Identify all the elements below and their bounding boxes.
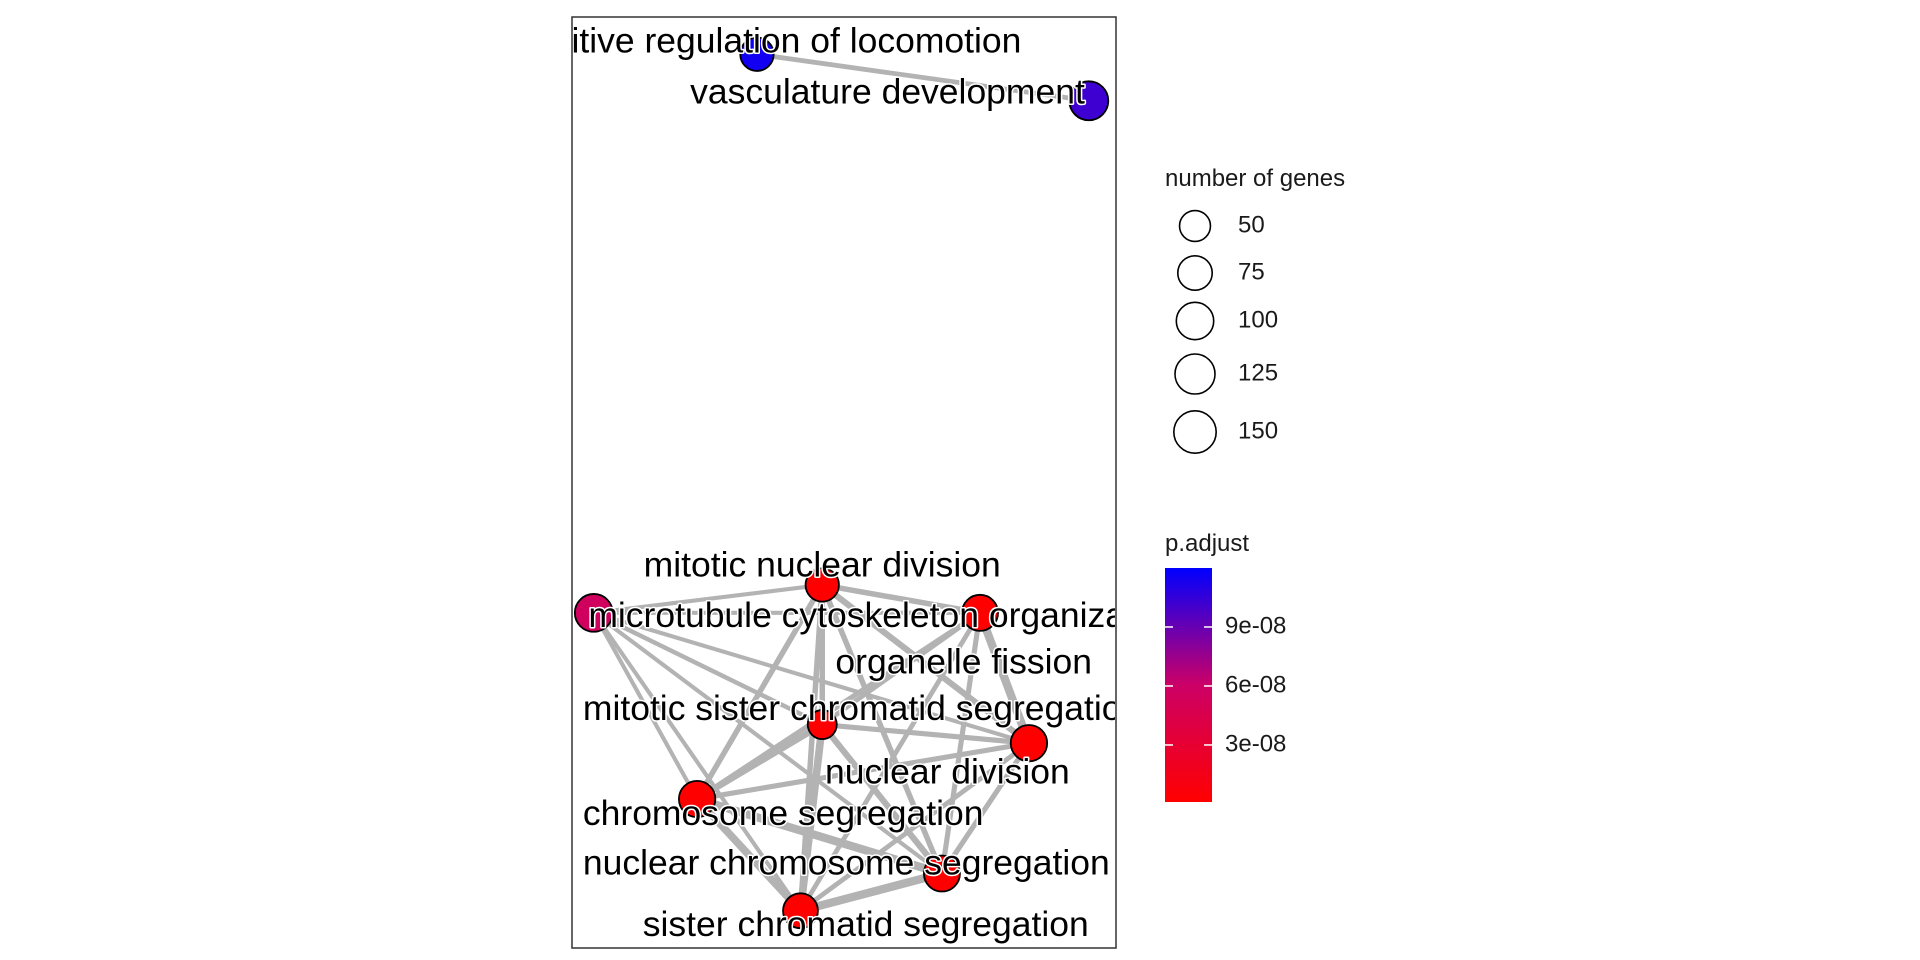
plot-panel-border <box>571 16 1117 949</box>
color-legend-label-0: 3e-08 <box>1225 730 1286 757</box>
color-legend-label-1: 6e-08 <box>1225 671 1286 698</box>
node-organelle-fission <box>961 593 999 632</box>
color-legend: p.adjust 3e-08 6e-08 9e-08 <box>1165 530 1286 802</box>
size-legend-title: number of genes <box>1165 165 1345 192</box>
label-chromosome-segregation: chromosome segregation <box>583 793 984 833</box>
size-legend: number of genes 50 75 100 125 150 <box>1165 165 1345 454</box>
edge-mitotic-nuclear-division--chromosome-segregation <box>694 583 825 801</box>
size-legend-key-100 <box>1175 301 1215 341</box>
node-mitotic-sister-chromatid-segregation <box>806 709 838 740</box>
label-mitotic-nuclear-division: mitotic nuclear division <box>644 545 1001 585</box>
color-legend-label-2: 9e-08 <box>1225 612 1286 639</box>
edge-mitotic-sister-chromatid-segregation--nuclear-division <box>822 721 1030 746</box>
edge-microtubule-cytoskeleton-organization--sister-chromatid-segregation <box>592 611 803 912</box>
nodes-layer <box>573 36 1110 930</box>
node-nuclear-chromosome-segregation <box>923 854 961 893</box>
edge-mitotic-nuclear-division--nuclear-division <box>820 582 1031 746</box>
size-legend-label-50: 50 <box>1238 211 1265 238</box>
size-legend-key-150 <box>1173 410 1217 454</box>
node-vasculature-development <box>1068 80 1110 122</box>
label-positive-regulation-of-locomotion: positive regulation of locomotion <box>514 20 1021 60</box>
edge-mitotic-sister-chromatid-segregation--nuclear-chromosome-segregation <box>819 722 945 876</box>
edge-mitotic-nuclear-division--organelle-fission <box>821 582 981 616</box>
size-legend-label-125: 125 <box>1238 359 1278 386</box>
edge-microtubule-cytoskeleton-organization--chromosome-segregation <box>591 611 699 801</box>
edge-organelle-fission--nuclear-chromosome-segregation <box>939 612 983 874</box>
size-legend-label-150: 150 <box>1238 417 1278 444</box>
node-chromosome-segregation <box>678 779 717 819</box>
edge-chromosome-segregation--nuclear-chromosome-segregation <box>695 795 944 878</box>
edge-microtubule-cytoskeleton-organization--mitotic-nuclear-division <box>593 582 823 615</box>
node-sister-chromatid-segregation <box>782 892 819 930</box>
size-legend-key-50 <box>1178 209 1212 243</box>
edge-microtubule-cytoskeleton-organization--nuclear-division <box>593 610 1030 746</box>
size-legend-key-75 <box>1176 254 1214 292</box>
size-legend-label-75: 75 <box>1238 258 1265 285</box>
label-nuclear-division: nuclear division <box>825 751 1070 791</box>
size-legend-label-100: 100 <box>1238 306 1278 333</box>
color-bar <box>1165 568 1212 802</box>
label-organelle-fission: organelle fission <box>835 641 1092 681</box>
labels-layer: positive regulation of locomotion vascula… <box>514 19 1182 946</box>
label-mitotic-sister-chromatid-segregation: mitotic sister chromatid segregation <box>583 688 1141 728</box>
label-microtubule-cytoskeleton-organization: microtubule cytoskeleton organization <box>588 595 1182 635</box>
edge-positive-regulation-of-locomotion--vasculature-development <box>756 51 1090 104</box>
node-nuclear-division <box>1009 724 1049 763</box>
edges-layer <box>591 51 1090 915</box>
node-mitotic-nuclear-division <box>804 567 840 603</box>
node-microtubule-cytoskeleton-organization <box>573 593 614 633</box>
label-sister-chromatid-segregation: sister chromatid segregation <box>643 904 1089 944</box>
edge-chromosome-segregation--sister-chromatid-segregation <box>694 796 804 914</box>
label-nuclear-chromosome-segregation: nuclear chromosome segregation <box>583 843 1110 883</box>
edge-nuclear-chromosome-segregation--sister-chromatid-segregation <box>799 869 943 915</box>
color-legend-title: p.adjust <box>1165 530 1249 557</box>
node-positive-regulation-of-locomotion <box>739 36 775 72</box>
edge-microtubule-cytoskeleton-organization--nuclear-chromosome-segregation <box>592 611 944 876</box>
edge-mitotic-sister-chromatid-segregation--chromosome-segregation <box>695 721 824 802</box>
label-vasculature-development: vasculature development <box>690 72 1085 112</box>
edge-organelle-fission--nuclear-division <box>976 611 1033 745</box>
edge-nuclear-division--sister-chromatid-segregation <box>799 741 1031 913</box>
edge-nuclear-division--nuclear-chromosome-segregation <box>939 741 1032 875</box>
edge-organelle-fission--sister-chromatid-segregation <box>798 611 983 912</box>
edge-nuclear-division--chromosome-segregation <box>696 740 1030 802</box>
edge-microtubule-cytoskeleton-organization--mitotic-sister-chromatid-segregation <box>592 610 824 727</box>
edge-mitotic-sister-chromatid-segregation--sister-chromatid-segregation <box>796 724 827 912</box>
size-legend-key-125 <box>1174 353 1216 395</box>
